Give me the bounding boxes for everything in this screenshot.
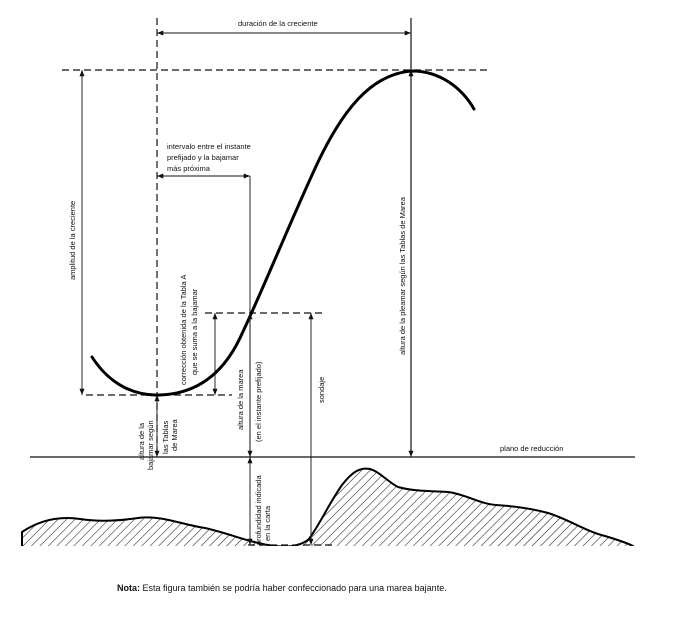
seabed	[21, 467, 634, 561]
plano-reduccion-label: plano de reducción	[500, 444, 563, 453]
altura-bajamar-label-3: las Tablas	[161, 421, 170, 454]
duracion-label: duración de la creciente	[238, 19, 318, 28]
intervalo-label-3: más próxima	[167, 164, 211, 173]
amplitud-label: amplitud de la creciente	[68, 201, 77, 280]
intervalo-label-1: intervalo entre el instante	[167, 142, 251, 151]
intervalo-label-2: prefijado y la bajamar	[167, 153, 239, 162]
profundidad-label-1: profundidad indicada	[254, 475, 263, 545]
profundidad-label-2: en la carta	[263, 505, 272, 541]
footnote-text: Esta figura también se podría haber conf…	[140, 583, 447, 593]
correccion-label-2: que se suma a la bajamar	[190, 288, 199, 375]
altura-bajamar-label-1: altura de la	[137, 422, 146, 460]
sondaje-label: sondaje	[317, 377, 326, 403]
tide-curve	[90, 69, 476, 397]
altura-bajamar-label-4: de Marea	[170, 418, 179, 451]
footnote: Nota: Esta figura también se podría habe…	[117, 583, 447, 593]
altura-marea-label-1: altura de la marea	[236, 369, 245, 430]
altura-pleamar-label: altura de la pleamar según las Tablas de…	[398, 196, 407, 355]
correccion-label-1: corrección obtenida de la Tabla A	[179, 275, 188, 385]
altura-marea-label-2: (en el instante prefijado)	[254, 361, 263, 442]
altura-bajamar-label-2: bajamar según	[146, 420, 155, 470]
footnote-label: Nota:	[117, 583, 140, 593]
seabed-mask	[14, 546, 644, 566]
